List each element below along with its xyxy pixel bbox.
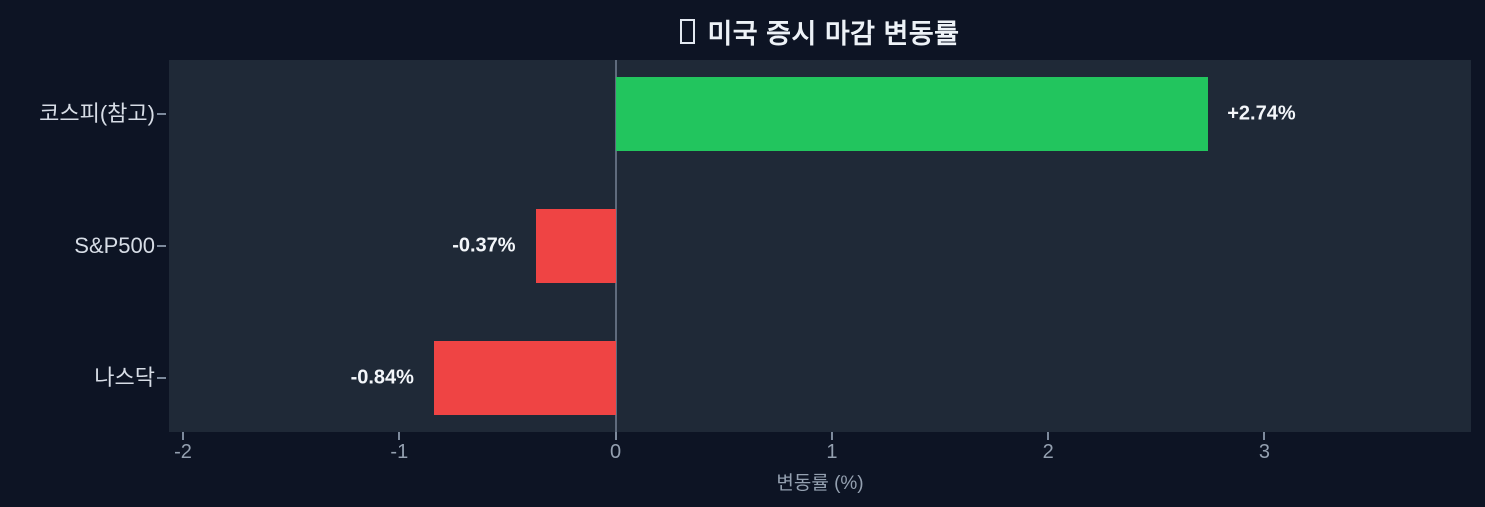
chart-title: 미국 증시 마감 변동률 xyxy=(707,18,960,49)
x-tick xyxy=(1047,432,1050,440)
category-label: S&P500 xyxy=(74,233,155,258)
bar-value-label: -0.84% xyxy=(350,366,414,388)
y-tick xyxy=(157,376,166,379)
bar xyxy=(535,209,616,283)
x-tick-label: -1 xyxy=(390,441,409,463)
bar-value-label: +2.74% xyxy=(1227,102,1296,125)
y-tick xyxy=(157,245,166,247)
x-tick xyxy=(1263,432,1266,440)
x-tick-label: 1 xyxy=(826,441,838,463)
zero-baseline xyxy=(614,60,617,432)
bar-value-label: -0.37% xyxy=(452,234,516,257)
category-label: 나스닥 xyxy=(94,364,155,390)
x-tick-label: -2 xyxy=(174,441,192,463)
x-tick xyxy=(182,432,185,440)
missing-emoji-icon xyxy=(680,18,696,44)
x-tick-label: 2 xyxy=(1042,441,1054,463)
x-tick xyxy=(614,432,617,440)
x-tick-label: 3 xyxy=(1258,441,1271,463)
category-label: 코스피(참고) xyxy=(39,101,155,127)
y-tick xyxy=(157,113,166,116)
bar xyxy=(615,77,1209,152)
x-tick-label: 0 xyxy=(610,441,622,463)
x-tick xyxy=(830,432,833,440)
bar xyxy=(433,340,616,415)
x-axis-label: 변동률 (%) xyxy=(776,473,864,494)
x-tick xyxy=(398,432,401,440)
plot-area xyxy=(169,60,1471,432)
chart-title-row: 미국 증시 마감 변동률 xyxy=(169,11,1471,51)
